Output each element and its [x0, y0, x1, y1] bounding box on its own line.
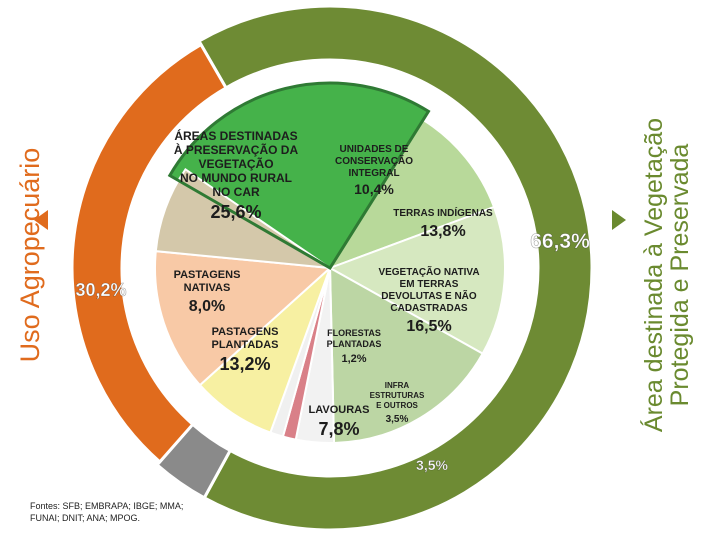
pie-slice-4-label-line-2: EM TERRAS [400, 279, 459, 290]
right-label-arrow-icon [612, 210, 626, 230]
pie-slice-9-value-label: 13,2% [219, 354, 270, 374]
outer-ring-segment-1 [196, 4, 594, 532]
pie-slice-7-label-line-1: FLORESTAS [327, 328, 381, 338]
pie-slice-2-label-line-2: CONSERVAÇÃO [335, 154, 413, 167]
pie-slice-10-value-label: 8,0% [189, 298, 225, 315]
pie-slice-1-label-line-2: À PRESERVAÇÃO DA [174, 142, 299, 157]
pie-slice-10-label-line-1: PASTAGENS [174, 269, 241, 281]
pie-slice-4-label-line-4: CADASTRADAS [390, 303, 468, 314]
pie-slice-2-value-label: 10,4% [354, 181, 394, 197]
pie-slice-4 [328, 266, 485, 444]
pie-slice-1-label-line-1: ÁREAS DESTINADAS [174, 128, 297, 143]
pie-slice-2 [327, 118, 496, 270]
pie-slice-2-label-line-1: UNIDADES DE [340, 144, 409, 155]
sources-line-2: FUNAI; DNIT; ANA; MPOG. [30, 513, 141, 523]
pie-slice-8-value-label: 7,8% [318, 419, 359, 439]
outer-ring-segment-2 [70, 42, 229, 465]
pie-slice-7-value-label: 1,2% [341, 353, 366, 365]
pie-slice-4-value-label: 16,5% [406, 318, 451, 335]
pie-slice-9 [154, 250, 333, 387]
sources-line-1: Fontes: SFB; EMBRAPA; IBGE; MMA; [30, 501, 184, 511]
left-label-arrow-icon [34, 210, 48, 230]
pie-slice-1-label-line-4: NO MUNDO RURAL [180, 171, 292, 185]
pie-slice-9-label-line-2: PLANTADAS [211, 339, 278, 351]
left-ring-label: Uso Agropecuário [14, 147, 45, 363]
sources-note: Fontes: SFB; EMBRAPA; IBGE; MMA; FUNAI; … [30, 500, 230, 524]
pie-slice-1-value-label: 25,6% [210, 202, 261, 222]
pie-slice-5-label-line-2: ESTRUTURAS [370, 391, 425, 400]
outer-ring-value-label-2: 30,2% [75, 280, 126, 300]
pie-slice-3-value-label: 13,8% [420, 223, 465, 240]
outer-ring-value-label-1: 66,3% [530, 230, 590, 253]
pie-slice-5-label-line-1: INFRA [385, 381, 410, 390]
right-ring-label-line-2: Protegida e Preservada [666, 143, 694, 407]
pie-slice-1-label-line-3: VEGETAÇÃO [198, 156, 273, 171]
right-ring-label: Área destinada à Vegetação Protegida e P… [639, 117, 694, 433]
pie-slice-3 [327, 205, 506, 355]
pie-slice-4-label-line-1: VEGETAÇÃO NATIVA [378, 265, 479, 278]
pie-slice-7-label-line-2: PLANTADAS [327, 339, 382, 349]
pie-slice-9-label-line-1: PASTAGENS [212, 326, 279, 338]
pie-slice-2-label-line-3: INTEGRAL [348, 168, 399, 179]
right-ring-label-line-1: Área destinada à Vegetação [639, 117, 668, 433]
pie-slice-8-label-line-1: LAVOURAS [309, 404, 370, 416]
pie-slice-5-label-line-3: E OUTROS [376, 401, 418, 410]
pie-slice-10-label-line-2: NATIVAS [184, 282, 231, 294]
pie-slice-4-label-line-3: DEVOLUTAS E NÃO [381, 289, 477, 302]
pie-slice-5-value-label: 3,5% [386, 414, 409, 425]
outer-ring-value-label-3: 3,5% [416, 457, 448, 473]
pie-slice-1-label-line-5: NO CAR [212, 185, 260, 199]
pie-slice-1-highlight [167, 81, 431, 271]
pie-slice-3-label-line-1: TERRAS INDÍGENAS [393, 206, 493, 219]
